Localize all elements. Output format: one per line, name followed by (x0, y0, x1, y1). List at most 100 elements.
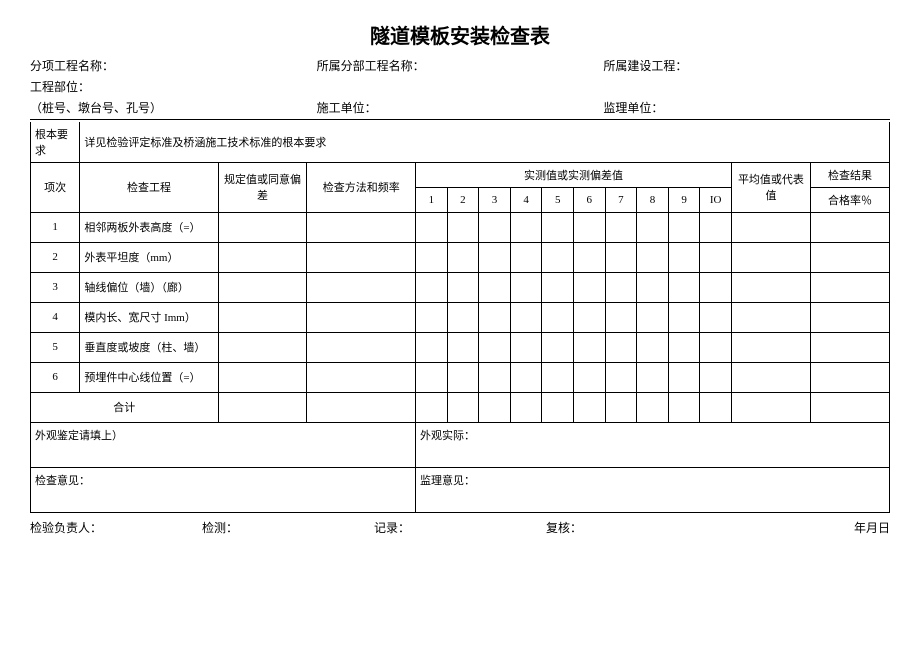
position-label: 工程部位： (30, 80, 90, 94)
cell (668, 272, 700, 302)
table-row: 5 垂直度或坡度（柱、墙） (31, 332, 890, 362)
cell (731, 242, 810, 272)
cell (810, 302, 889, 332)
col-10: IO (700, 187, 732, 212)
cell (542, 362, 574, 392)
cell (731, 392, 810, 422)
footer-date: 年月日 (718, 519, 890, 538)
header-row-top: 项次 检查工程 规定值或同意偏差 检查方法和频率 实测值或实测偏差值 平均值或代… (31, 162, 890, 187)
cell (700, 392, 732, 422)
cell (700, 212, 732, 242)
cell-item: 模内长、宽尺寸 Imm） (80, 302, 218, 332)
basic-req-label: 根本要求 (31, 122, 80, 163)
cell (447, 302, 479, 332)
cell (668, 302, 700, 332)
cell (447, 242, 479, 272)
cell (479, 332, 511, 362)
col-avg: 平均值或代表值 (731, 162, 810, 212)
cell (510, 392, 542, 422)
cell-item: 预埋件中心线位置（=） (80, 362, 218, 392)
cell (218, 362, 307, 392)
cell (542, 332, 574, 362)
cell-seq: 4 (31, 302, 80, 332)
sub-item-label: 分项工程名称： (30, 59, 114, 73)
cell (510, 332, 542, 362)
cell (218, 212, 307, 242)
col-pass-rate: 合格率％ (810, 187, 889, 212)
cell-seq: 2 (31, 242, 80, 272)
cell (510, 362, 542, 392)
cell-seq: 5 (31, 332, 80, 362)
col-2: 2 (447, 187, 479, 212)
cell (573, 362, 605, 392)
table-row: 6 预埋件中心线位置（=） (31, 362, 890, 392)
header-row-2: 工程部位： (30, 78, 890, 97)
cell (479, 242, 511, 272)
table-row: 2 外表平坦度（mm） (31, 242, 890, 272)
supervisor-label: 监理单位： (603, 101, 663, 115)
basic-req-row: 根本要求 详见检验评定标准及桥涵施工技术标准的根本要求 (31, 122, 890, 163)
cell-seq: 3 (31, 272, 80, 302)
cell (637, 272, 669, 302)
cell (510, 272, 542, 302)
cell-item: 垂直度或坡度（柱、墙） (80, 332, 218, 362)
cell (218, 302, 307, 332)
cell (447, 362, 479, 392)
cell-seq: 6 (31, 362, 80, 392)
cell (447, 332, 479, 362)
cell (637, 242, 669, 272)
appearance-row: 外观鉴定请填上） 外观实际： (31, 422, 890, 467)
cell (218, 332, 307, 362)
cell (218, 272, 307, 302)
check-opinion: 检查意见： (31, 467, 416, 512)
cell-seq: 1 (31, 212, 80, 242)
cell (731, 272, 810, 302)
table-row: 4 模内长、宽尺寸 Imm） (31, 302, 890, 332)
cell (731, 332, 810, 362)
cell (479, 272, 511, 302)
cell (810, 212, 889, 242)
appearance-actual: 外观实际： (416, 422, 890, 467)
cell (307, 212, 416, 242)
cell (416, 212, 448, 242)
cell (447, 212, 479, 242)
cell (810, 242, 889, 272)
cell (573, 392, 605, 422)
cell (218, 392, 307, 422)
cell-item: 轴线偏位（墙）（廊） (80, 272, 218, 302)
col-check-item: 检查工程 (80, 162, 218, 212)
table-row: 1 相邻两板外表高度（=） (31, 212, 890, 242)
total-label: 合计 (31, 392, 219, 422)
cell (479, 212, 511, 242)
cell (307, 242, 416, 272)
col-6: 6 (573, 187, 605, 212)
cell (810, 272, 889, 302)
cell (479, 392, 511, 422)
cell-item: 相邻两板外表高度（=） (80, 212, 218, 242)
unit-label: 施工单位： (317, 101, 377, 115)
cell (447, 392, 479, 422)
cell (510, 302, 542, 332)
form-title: 隧道模板安装检查表 (30, 20, 890, 49)
col-5: 5 (542, 187, 574, 212)
cell (810, 392, 889, 422)
cell (700, 362, 732, 392)
cell (447, 272, 479, 302)
cell (605, 302, 637, 332)
cell (479, 362, 511, 392)
header-row-3: （桩号、墩台号、孔号） 施工单位： 监理单位： (30, 99, 890, 119)
footer-inspector: 检验负责人： (30, 519, 202, 538)
cell (416, 332, 448, 362)
sub-part-label: 所属分部工程名称： (317, 59, 425, 73)
cell (637, 302, 669, 332)
supervisor-opinion: 监理意见： (416, 467, 890, 512)
cell (510, 212, 542, 242)
cell (605, 212, 637, 242)
cell (307, 272, 416, 302)
total-row: 合计 (31, 392, 890, 422)
cell (731, 212, 810, 242)
col-3: 3 (479, 187, 511, 212)
cell (573, 302, 605, 332)
cell (668, 362, 700, 392)
appearance-fill: 外观鉴定请填上） (31, 422, 416, 467)
